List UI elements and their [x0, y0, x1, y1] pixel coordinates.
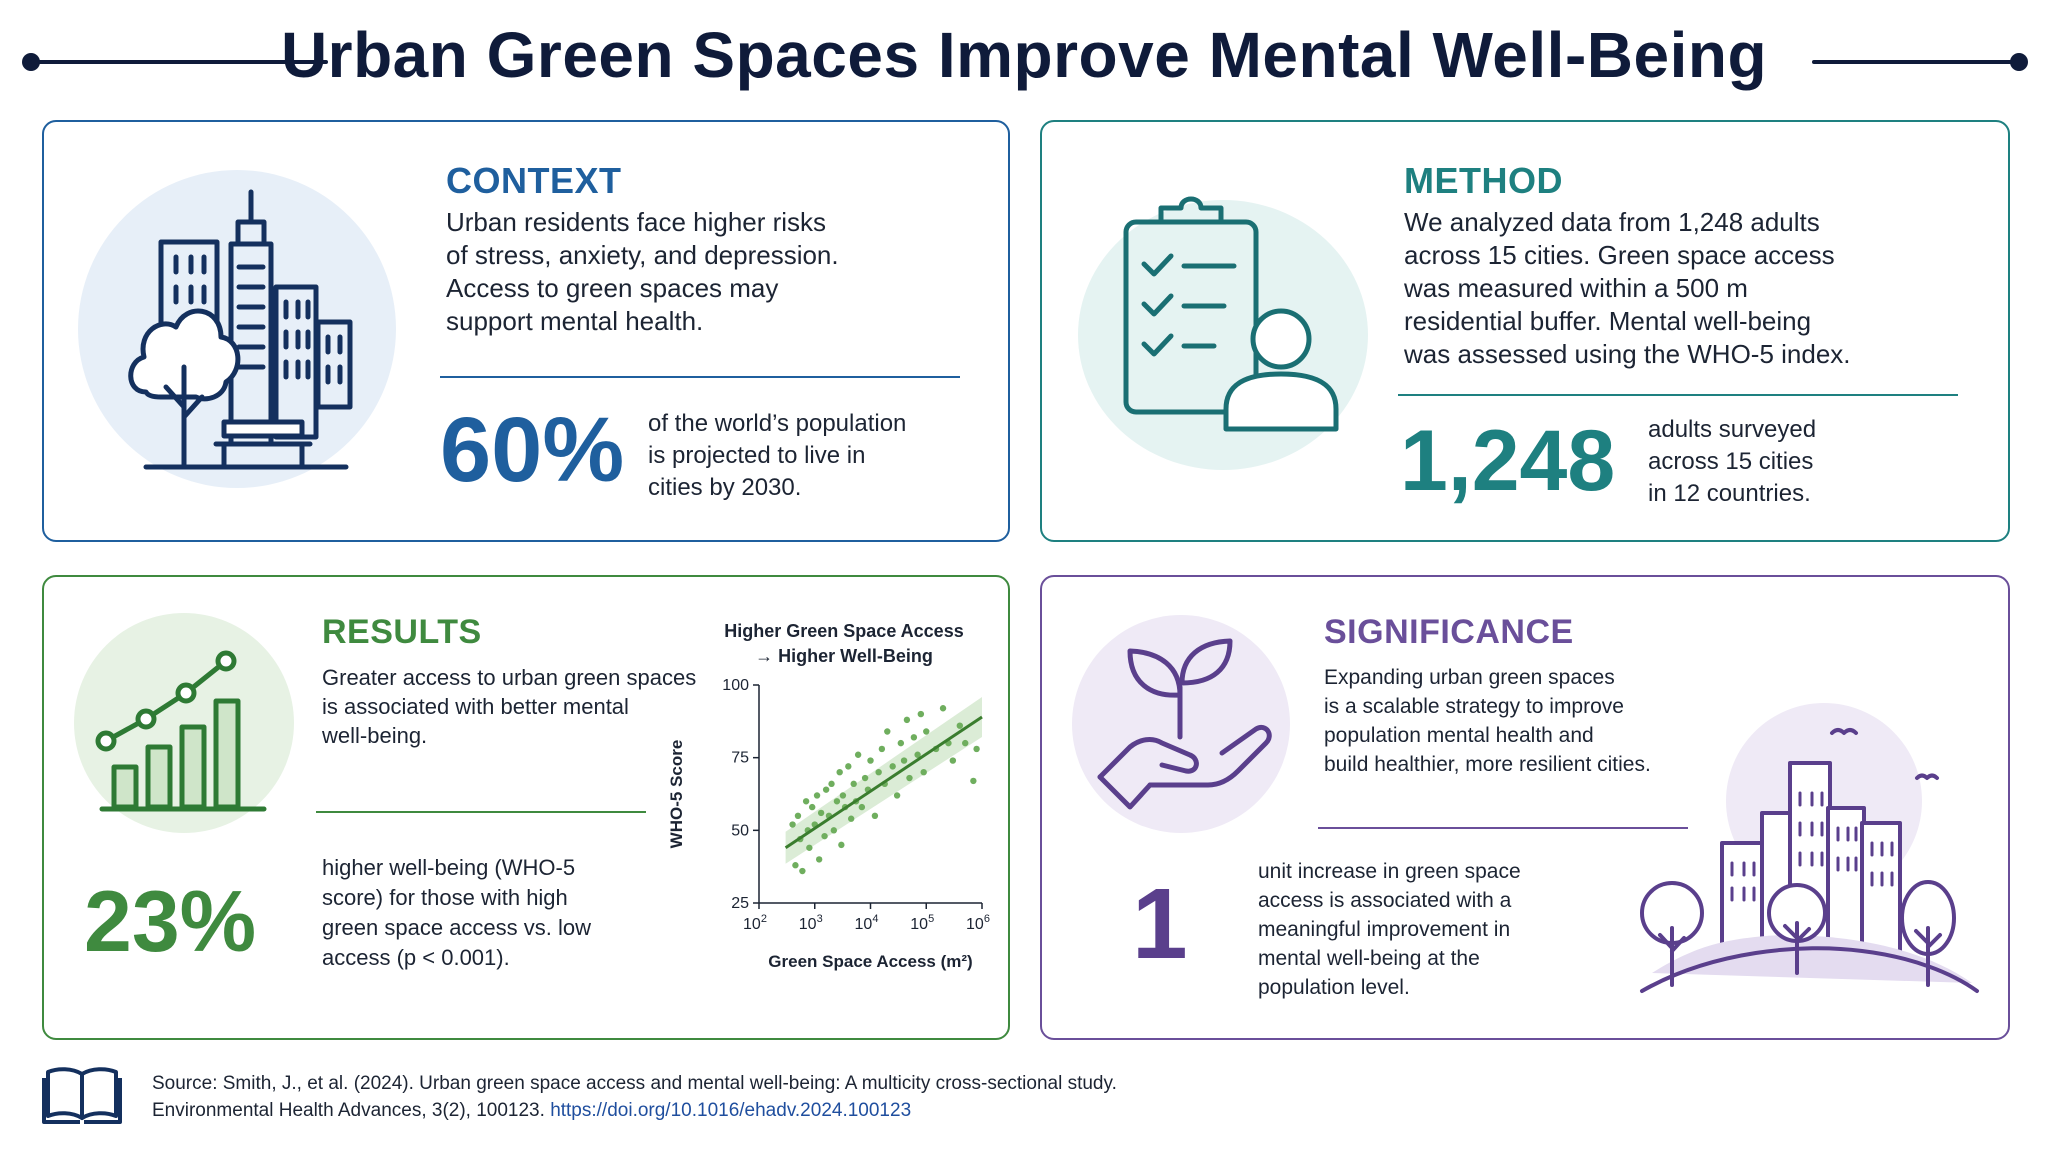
header-left-rule: [30, 60, 328, 64]
data-point: [875, 769, 882, 776]
data-point: [903, 716, 911, 724]
chart-title: Higher Green Space Access → Higher Well-B…: [724, 621, 964, 666]
significance-heading: SIGNIFICANCE: [1324, 613, 1574, 651]
data-point: [794, 812, 802, 819]
data-point: [906, 774, 913, 782]
data-point: [914, 751, 921, 758]
y-tick-label: 75: [731, 750, 749, 767]
significance-panel: SIGNIFICANCE Expanding urban green space…: [1040, 575, 2010, 1040]
context-divider: [440, 376, 960, 378]
results-stat: 23%: [84, 874, 257, 970]
source-citation: Source: Smith, J., et al. (2024). Urban …: [152, 1073, 1117, 1121]
data-point: [920, 769, 927, 776]
x-tick-label: 103: [799, 913, 823, 933]
y-tick-label: 50: [731, 822, 749, 839]
data-point: [821, 832, 828, 840]
context-panel: CONTEXT Urban residents face higher risk…: [42, 120, 1010, 542]
results-text: Greater access to urban green spaces is a…: [322, 665, 697, 748]
data-point: [970, 777, 977, 785]
data-point: [815, 856, 823, 863]
data-point: [962, 739, 969, 747]
method-text: We analyzed data from 1,248 adults across…: [1404, 207, 1851, 369]
method-stat-desc: adults surveyed across 15 cities in 12 cou…: [1648, 416, 1817, 507]
y-tick-label: 100: [722, 677, 749, 694]
data-point: [884, 728, 891, 735]
results-stat-desc: higher well-being (WHO-5 score) for those…: [322, 855, 592, 970]
data-point: [833, 798, 841, 805]
data-point: [806, 844, 813, 851]
x-axis-label: Green Space Access (m²): [768, 952, 972, 971]
data-point: [792, 862, 799, 869]
significance-stat: 1: [1132, 868, 1188, 980]
context-heading: CONTEXT: [446, 160, 622, 201]
data-point: [850, 780, 857, 788]
context-stat-desc: of the world’s population is projected to…: [648, 410, 907, 501]
header-right-dot: [2010, 53, 2028, 71]
data-point: [871, 812, 879, 819]
data-point: [847, 815, 855, 822]
data-point: [900, 757, 908, 764]
data-point: [822, 786, 830, 793]
data-point: [828, 780, 835, 788]
method-heading: METHOD: [1404, 160, 1563, 201]
x-tick-label: 106: [966, 913, 990, 933]
context-stat: 60%: [440, 399, 625, 501]
data-point: [956, 722, 964, 729]
data-point: [878, 745, 886, 753]
data-point: [817, 809, 825, 817]
header-right-rule: [1812, 60, 2020, 64]
results-heading: RESULTS: [322, 613, 482, 651]
method-panel: METHOD We analyzed data from 1,248 adult…: [1040, 120, 2010, 542]
data-point: [854, 751, 862, 758]
data-point: [839, 792, 847, 799]
data-point: [830, 827, 838, 834]
x-tick-label: 104: [855, 913, 879, 933]
data-point: [808, 803, 816, 811]
data-point: [813, 792, 821, 799]
data-point: [923, 728, 930, 735]
doi-link[interactable]: https://doi.org/10.1016/ehadv.2024.10012…: [550, 1100, 912, 1121]
significance-stat-desc: unit increase in green space access is as…: [1258, 860, 1521, 999]
confidence-band: [785, 696, 982, 864]
significance-divider: [1318, 827, 1688, 829]
y-tick-label: 25: [731, 895, 749, 912]
results-divider: [316, 811, 646, 813]
page-title: Urban Green Spaces Improve Mental Well-B…: [280, 19, 1768, 91]
data-point: [917, 710, 925, 718]
data-point: [789, 821, 796, 828]
data-point: [799, 867, 806, 875]
data-point: [939, 705, 947, 712]
data-point: [973, 745, 980, 753]
context-text: Urban residents face higher risks of stre…: [446, 207, 839, 336]
data-point: [897, 739, 905, 747]
data-point: [838, 841, 845, 849]
data-point: [893, 792, 901, 799]
data-point: [861, 774, 869, 782]
trend-line: [784, 715, 983, 850]
x-tick-label: 102: [743, 913, 767, 933]
method-stat: 1,248: [1400, 413, 1616, 509]
data-point: [889, 763, 896, 770]
y-axis-label: WHO-5 Score: [667, 740, 686, 849]
data-point: [910, 734, 918, 741]
method-divider: [1398, 394, 1958, 396]
significance-text: Expanding urban green spaces is a scalabl…: [1324, 666, 1651, 776]
data-point: [802, 798, 810, 805]
data-point: [845, 763, 852, 770]
x-tick-label: 105: [910, 913, 934, 933]
scatter-chart: 25 50 75 100 102 103 104 105 106 Green Space Acce…: [667, 677, 990, 971]
data-point: [867, 757, 874, 764]
data-point: [949, 757, 957, 764]
results-panel: RESULTS Greater access to urban green sp…: [42, 575, 1010, 1040]
data-point: [836, 769, 843, 776]
data-point: [858, 803, 866, 811]
